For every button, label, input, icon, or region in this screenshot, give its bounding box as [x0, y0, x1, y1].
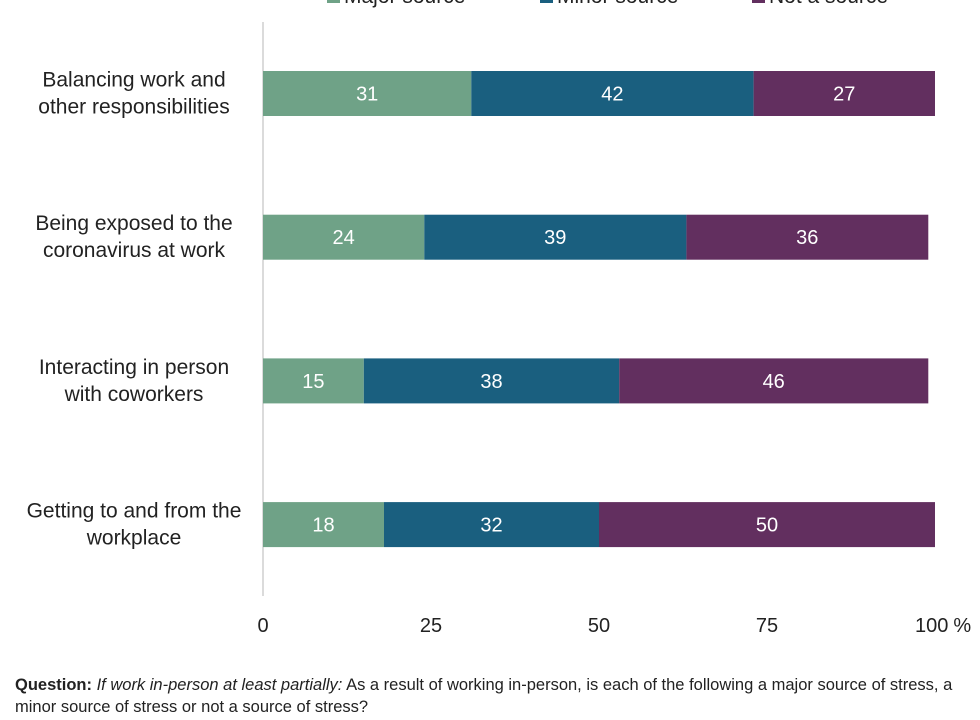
x-tick-label: 25 [420, 615, 442, 637]
bar-segment [753, 71, 935, 116]
legend-label: Major source [344, 0, 465, 8]
legend-label: Minor source [557, 0, 678, 8]
legend-swatch [327, 0, 340, 3]
legend-swatch [540, 0, 553, 3]
bar-segment [263, 502, 384, 548]
data-label: 24 [332, 227, 354, 249]
bar-segment [471, 71, 754, 116]
bar-segment [363, 358, 620, 404]
question-condition: If work in-person at least partially: [96, 676, 343, 694]
legend-swatch [752, 0, 765, 3]
x-tick-label: 100% [915, 615, 971, 637]
bar-segment [599, 502, 935, 548]
x-tick-label: 50 [588, 615, 610, 637]
question-note: Question: If work in-person at least par… [15, 674, 955, 718]
category-label: Getting to and from the workplace [27, 500, 242, 550]
bar-segment [263, 71, 472, 116]
data-label: 27 [833, 84, 855, 106]
bar-segment [384, 502, 599, 548]
x-tick-label: 0 [257, 615, 268, 637]
data-label: 42 [601, 84, 623, 106]
category-label-line: Getting to and from the [27, 500, 242, 523]
legend-label: Not a source [769, 0, 888, 8]
category-label-line: coronavirus at work [43, 239, 226, 262]
data-label: 38 [480, 371, 502, 393]
category-label-line: other responsibilities [38, 96, 229, 119]
bar-segment [686, 214, 929, 260]
data-label: 50 [756, 515, 778, 537]
data-label: 46 [763, 371, 785, 393]
data-label: 39 [544, 227, 566, 249]
category-label: Balancing work and other responsibilities [38, 69, 229, 119]
category-labels: Balancing work and other responsibilities… [27, 69, 242, 550]
bar-segment [424, 214, 687, 260]
x-axis-ticks: 0 25 50 75 100% [257, 615, 971, 637]
legend: Major source Minor source Not a source [327, 0, 888, 8]
data-label: 36 [796, 227, 818, 249]
bars: 31 42 27 24 39 36 15 38 46 18 32 50 [263, 71, 935, 548]
question-label: Question: [15, 676, 92, 694]
category-label: Being exposed to the coronavirus at work [35, 212, 232, 262]
x-tick-label: 75 [756, 615, 778, 637]
bar-segment [619, 358, 929, 404]
data-label: 18 [312, 515, 334, 537]
data-label: 31 [356, 84, 378, 106]
data-label: 32 [480, 515, 502, 537]
question-text: As a result of working in-person, is eac… [15, 676, 953, 716]
bar-segment [263, 214, 425, 260]
bar-segment [263, 358, 364, 404]
category-label-line: Being exposed to the [35, 212, 232, 235]
category-label-line: Balancing work and [42, 69, 225, 92]
category-label-line: workplace [86, 527, 182, 550]
category-label-line: Interacting in person [39, 356, 229, 379]
data-label: 15 [302, 371, 324, 393]
x-unit-label: % [953, 615, 971, 637]
x-tick-label-value: 100 [915, 615, 948, 637]
category-label-line: with coworkers [64, 383, 204, 406]
category-label: Interacting in person with coworkers [39, 356, 229, 406]
